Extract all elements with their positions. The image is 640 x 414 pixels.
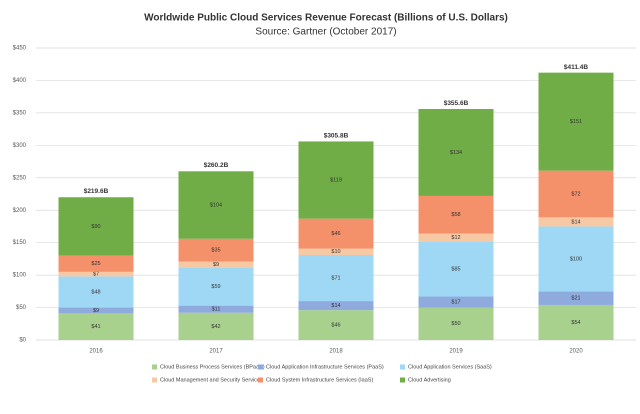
value-label: $9 bbox=[213, 262, 219, 268]
y-tick-label: $100 bbox=[13, 273, 27, 279]
total-label: $219.6B bbox=[84, 188, 109, 195]
value-label: $42 bbox=[211, 324, 220, 330]
legend-swatch bbox=[152, 364, 157, 370]
bar-segment bbox=[298, 301, 374, 311]
x-tick-label: 2019 bbox=[449, 349, 463, 355]
value-label: $119 bbox=[330, 178, 342, 184]
bar-segment bbox=[58, 313, 134, 340]
value-label: $134 bbox=[450, 150, 462, 156]
value-label: $50 bbox=[451, 321, 460, 327]
value-label: $14 bbox=[331, 303, 340, 309]
y-tick-label: $50 bbox=[16, 305, 27, 311]
chart-subtitle: Source: Gartner (October 2017) bbox=[255, 27, 396, 38]
value-label: $46 bbox=[331, 323, 340, 329]
legend-label: Cloud Business Process Services (BPaaS) bbox=[160, 364, 265, 370]
bar-segment bbox=[58, 197, 134, 256]
bar-segment bbox=[58, 307, 134, 314]
legend-label: Cloud Advertising bbox=[408, 377, 451, 383]
value-label: $9 bbox=[93, 308, 99, 314]
bar-segment bbox=[298, 310, 374, 340]
bar-segment bbox=[58, 255, 134, 272]
bar-segment bbox=[298, 141, 374, 219]
total-label: $411.4B bbox=[564, 64, 589, 71]
legend-label: Cloud Application Infrastructure Service… bbox=[266, 364, 384, 370]
y-tick-label: $300 bbox=[13, 143, 27, 149]
legend-label: Cloud Management and Security Services bbox=[160, 377, 263, 383]
bar-segment bbox=[538, 291, 614, 305]
value-label: $35 bbox=[211, 248, 220, 254]
x-tick-label: 2018 bbox=[329, 349, 343, 355]
x-tick-label: 2020 bbox=[569, 349, 583, 355]
value-label: $104 bbox=[210, 202, 222, 208]
bar-segment bbox=[538, 170, 614, 218]
value-label: $21 bbox=[571, 296, 580, 302]
bar-segment bbox=[418, 307, 494, 340]
bar-segment bbox=[298, 218, 374, 249]
value-label: $7 bbox=[93, 272, 99, 278]
bar-segment bbox=[178, 267, 254, 306]
value-label: $72 bbox=[571, 191, 580, 197]
y-tick-label: $250 bbox=[13, 175, 27, 181]
value-label: $11 bbox=[212, 307, 221, 313]
bar-segment bbox=[418, 195, 494, 234]
bar-segment bbox=[538, 72, 614, 171]
bar-segment bbox=[298, 248, 374, 255]
value-label: $85 bbox=[451, 266, 460, 272]
bar-segment bbox=[178, 238, 254, 262]
y-tick-label: $450 bbox=[13, 46, 27, 52]
y-tick-label: $350 bbox=[13, 110, 27, 116]
legend-swatch bbox=[258, 364, 263, 370]
chart-title: Worldwide Public Cloud Services Revenue … bbox=[144, 13, 508, 24]
bar-segment bbox=[538, 304, 614, 340]
legend-label: Cloud System Infrastructure Services (Ia… bbox=[266, 377, 373, 383]
value-label: $46 bbox=[331, 231, 340, 237]
bar-segment bbox=[58, 271, 134, 277]
legend-swatch bbox=[400, 377, 405, 383]
bar-segment bbox=[418, 233, 494, 242]
bar-segment bbox=[178, 305, 254, 313]
bar-segment bbox=[178, 171, 254, 239]
value-label: $14 bbox=[571, 219, 580, 225]
bar-segment bbox=[418, 241, 494, 297]
value-label: $58 bbox=[451, 212, 460, 218]
legend-label: Cloud Application Services (SaaS) bbox=[408, 364, 492, 370]
legend-swatch bbox=[152, 377, 157, 383]
bar-segment bbox=[538, 226, 614, 292]
y-tick-label: $0 bbox=[19, 338, 26, 344]
x-tick-label: 2016 bbox=[89, 349, 103, 355]
value-label: $12 bbox=[451, 235, 460, 241]
y-tick-label: $400 bbox=[13, 78, 27, 84]
bar-segment bbox=[538, 217, 614, 227]
bar-segment bbox=[298, 254, 374, 302]
value-label: $100 bbox=[570, 256, 582, 262]
value-label: $59 bbox=[211, 284, 220, 290]
value-label: $71 bbox=[331, 275, 340, 281]
value-label: $48 bbox=[91, 289, 100, 295]
value-label: $151 bbox=[570, 119, 582, 125]
value-label: $41 bbox=[91, 324, 100, 330]
value-label: $25 bbox=[91, 261, 100, 267]
value-label: $10 bbox=[331, 249, 340, 255]
total-label: $305.8B bbox=[324, 132, 349, 139]
bar-segment bbox=[178, 312, 254, 340]
total-label: $260.2B bbox=[204, 162, 229, 169]
bar-segment bbox=[178, 261, 254, 268]
value-label: $90 bbox=[91, 224, 100, 230]
value-label: $54 bbox=[571, 320, 580, 326]
x-tick-label: 2017 bbox=[209, 349, 223, 355]
y-tick-label: $200 bbox=[13, 208, 27, 214]
bar-segment bbox=[58, 276, 134, 308]
y-tick-label: $150 bbox=[13, 240, 27, 246]
bar-segment bbox=[418, 108, 494, 196]
value-label: $17 bbox=[451, 299, 460, 305]
legend-swatch bbox=[400, 364, 405, 370]
total-label: $355.6B bbox=[444, 100, 469, 107]
legend-swatch bbox=[258, 377, 263, 383]
bar-segment bbox=[418, 296, 494, 308]
